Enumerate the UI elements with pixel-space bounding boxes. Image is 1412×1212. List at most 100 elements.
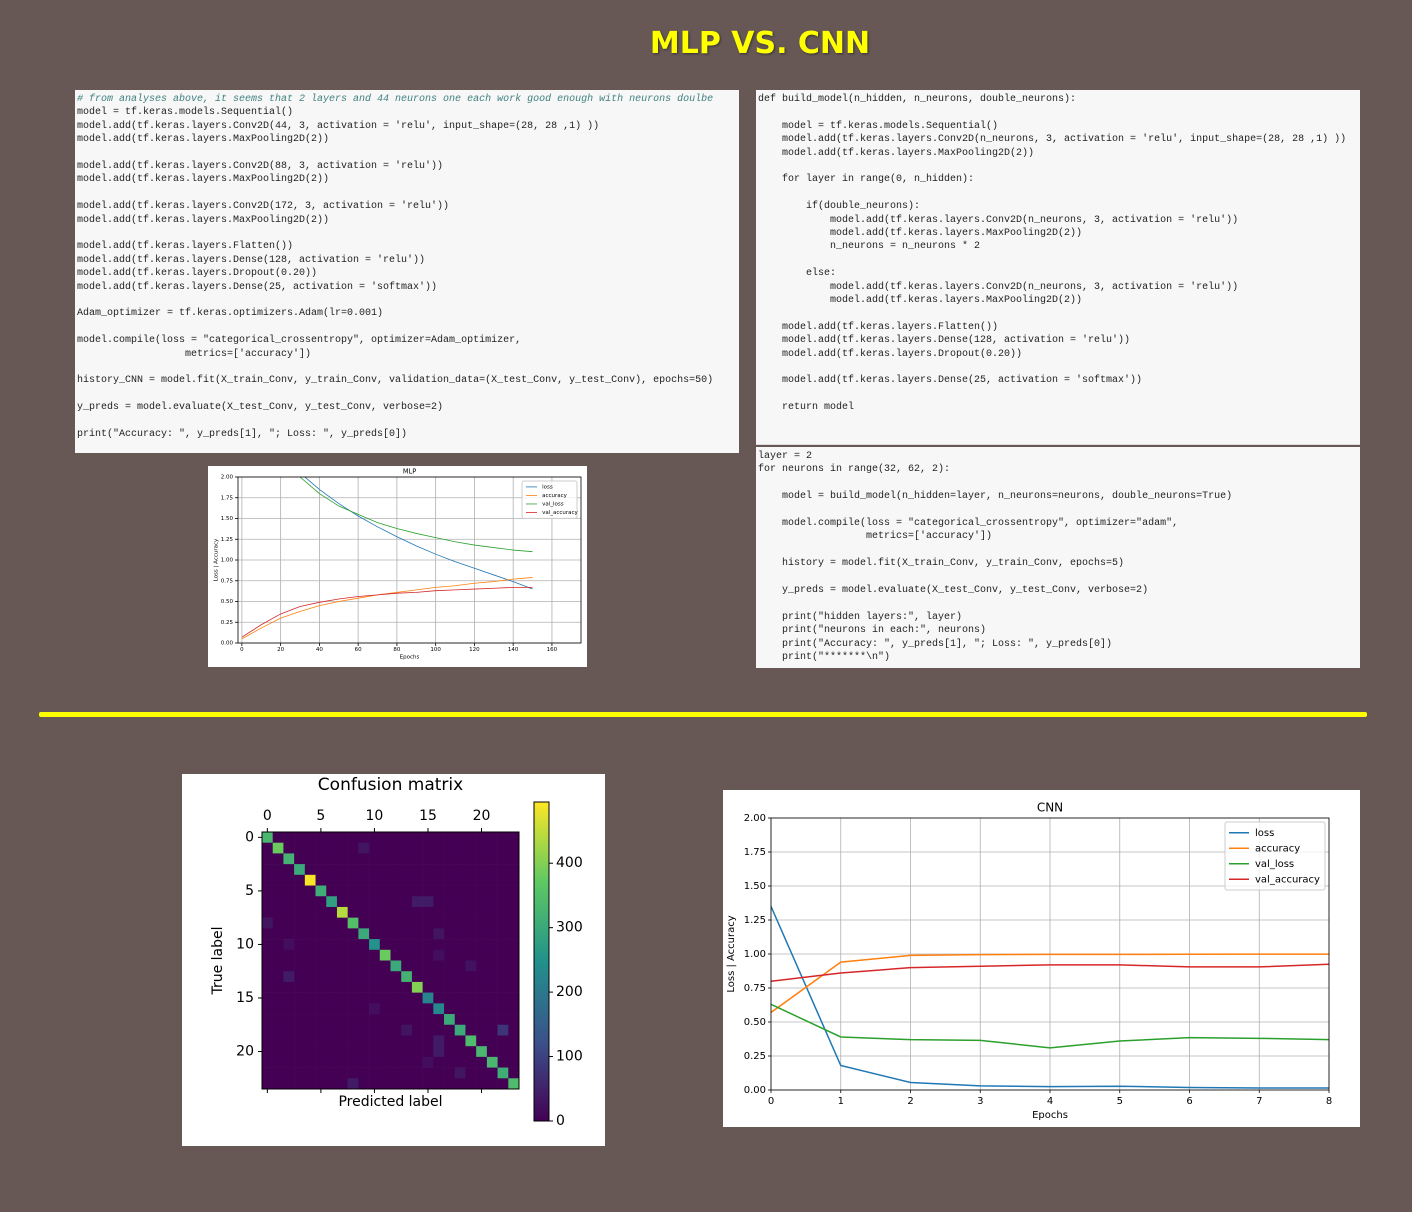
mlp-chart: 0 20 40 60 80 100 120 140 160 0.00 0.25 0.50 0.75 1.0… <box>208 466 587 667</box>
matrix-cell <box>497 1014 509 1026</box>
matrix-cell <box>476 832 488 844</box>
code-line: model.add(tf.keras.layers.Conv2D(n_neuro… <box>758 214 1239 226</box>
matrix-cell <box>336 874 348 886</box>
matrix-cell <box>476 917 488 929</box>
matrix-cell <box>465 949 477 961</box>
matrix-cell <box>422 864 434 876</box>
matrix-cell <box>422 906 434 918</box>
matrix-cell <box>336 1056 348 1068</box>
matrix-cell <box>390 949 402 961</box>
matrix-cell <box>508 949 520 961</box>
matrix-cell <box>411 1003 423 1015</box>
matrix-cell <box>465 917 477 929</box>
matrix-cell <box>486 1003 498 1015</box>
matrix-cell <box>454 917 466 929</box>
matrix-cell <box>476 992 488 1004</box>
code-line: model = tf.keras.models.Sequential() <box>77 107 294 119</box>
matrix-cell <box>411 1035 423 1047</box>
matrix-cell <box>497 1035 509 1047</box>
matrix-cell <box>411 960 423 972</box>
colorbar-tick-label: 400 <box>556 855 583 871</box>
matrix-cell <box>294 874 306 886</box>
matrix-cell <box>283 1046 295 1058</box>
code-paragraph: model.add(tf.keras.layers.Flatten()) mode… <box>77 240 737 294</box>
x-tick-label: 40 <box>316 647 323 653</box>
matrix-cell <box>294 1056 306 1068</box>
matrix-cell <box>497 960 509 972</box>
matrix-cell <box>465 960 477 972</box>
matrix-cell <box>465 896 477 908</box>
matrix-cell <box>486 864 498 876</box>
matrix-cell <box>411 928 423 940</box>
matrix-cell <box>326 981 338 993</box>
matrix-cell <box>326 842 338 854</box>
matrix-cell <box>401 842 413 854</box>
matrix-cell <box>369 939 381 951</box>
matrix-cell <box>283 992 295 1004</box>
matrix-cell <box>347 1014 359 1026</box>
matrix-cell <box>283 1014 295 1026</box>
matrix-cell <box>262 1014 274 1026</box>
matrix-cell <box>283 885 295 897</box>
matrix-cell <box>262 928 274 940</box>
matrix-cell <box>390 917 402 929</box>
code-line: print("Accuracy: ", y_preds[1], "; Loss:… <box>758 638 1113 650</box>
matrix-cell <box>454 885 466 897</box>
matrix-cell <box>272 896 284 908</box>
matrix-cell <box>336 917 348 929</box>
matrix-cell <box>347 853 359 865</box>
matrix-cell <box>304 981 316 993</box>
x-tick-label: 20 <box>473 808 491 824</box>
matrix-cell <box>369 971 381 983</box>
code-paragraph: model.compile(loss = "categorical_crosse… <box>77 334 737 361</box>
matrix-cell <box>401 885 413 897</box>
matrix-cell <box>262 992 274 1004</box>
matrix-cell <box>465 1035 477 1047</box>
legend-label: val_accuracy <box>542 510 578 516</box>
matrix-cell <box>486 906 498 918</box>
matrix-cell <box>401 1035 413 1047</box>
plot-frame <box>237 476 582 644</box>
matrix-cell <box>347 1067 359 1079</box>
matrix-cell <box>272 1035 284 1047</box>
matrix-cell <box>465 1067 477 1079</box>
matrix-cell <box>336 960 348 972</box>
matrix-cell <box>379 1003 391 1015</box>
y-tick-label: 0.00 <box>221 641 234 647</box>
code-line: print("Accuracy: ", y_preds[1], "; Loss:… <box>77 429 408 441</box>
matrix-cell <box>272 917 284 929</box>
matrix-cell <box>390 832 402 844</box>
matrix-cell <box>262 906 274 918</box>
matrix-cell <box>497 853 509 865</box>
matrix-cell <box>401 928 413 940</box>
matrix-cell <box>326 992 338 1004</box>
matrix-cell <box>508 1024 520 1036</box>
matrix-cell <box>454 864 466 876</box>
matrix-cell <box>304 971 316 983</box>
code-line: return model <box>758 402 855 414</box>
y-tick-label: 5 <box>245 883 254 899</box>
matrix-cell <box>294 1024 306 1036</box>
matrix-cell <box>497 1046 509 1058</box>
legend-box <box>521 480 578 519</box>
matrix-cell <box>433 1014 445 1026</box>
matrix-cell <box>401 1014 413 1026</box>
matrix-cell <box>497 992 509 1004</box>
matrix-cell <box>486 1046 498 1058</box>
matrix-cell <box>497 949 509 961</box>
matrix-cell <box>294 992 306 1004</box>
matrix-cell <box>433 960 445 972</box>
matrix-cell <box>401 1056 413 1068</box>
matrix-cell <box>411 1078 423 1090</box>
matrix-cell <box>347 864 359 876</box>
matrix-cell <box>347 960 359 972</box>
matrix-cell <box>444 906 456 918</box>
matrix-cell <box>294 906 306 918</box>
code-line: layer = 2 <box>758 451 813 462</box>
matrix-cell <box>497 1024 509 1036</box>
matrix-cell <box>390 1046 402 1058</box>
matrix-cell <box>454 949 466 961</box>
matrix-cell <box>422 853 434 865</box>
matrix-cell <box>401 939 413 951</box>
matrix-cell <box>444 939 456 951</box>
